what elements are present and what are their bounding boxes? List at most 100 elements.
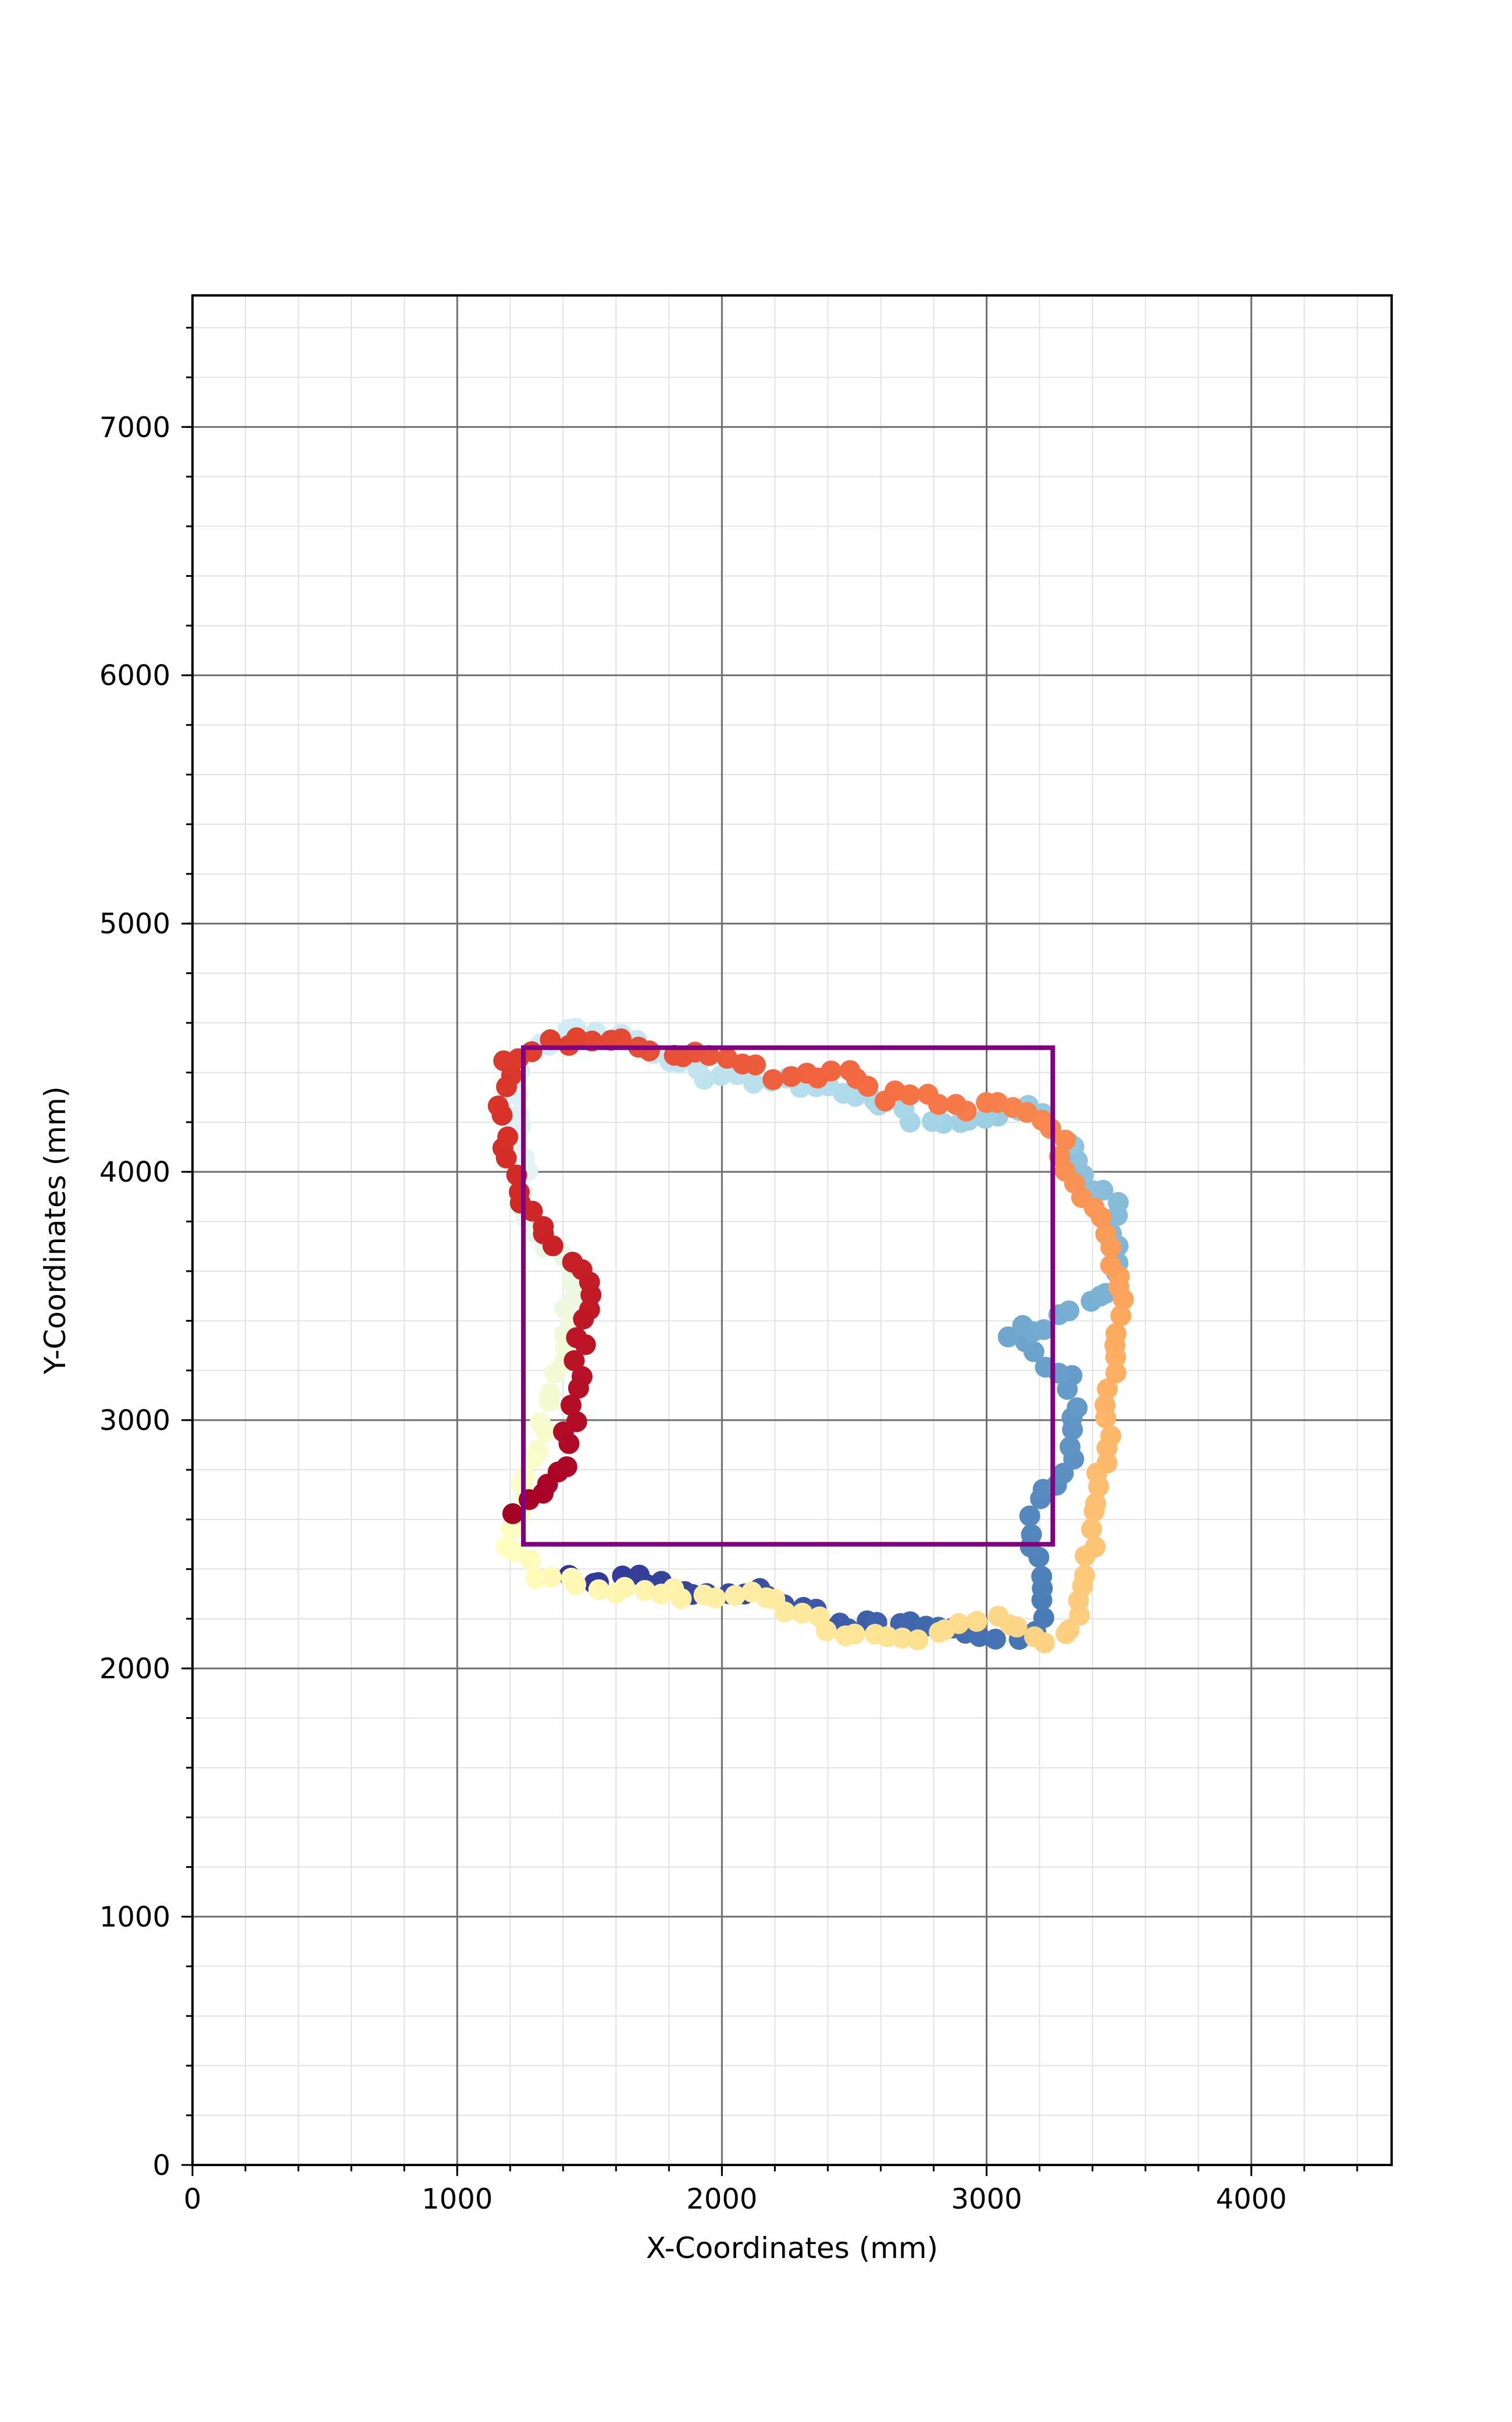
- data-point: [671, 1588, 692, 1609]
- y-tick-label: 2000: [99, 1653, 170, 1685]
- data-point: [976, 1091, 997, 1113]
- x-tick-label: 3000: [951, 2183, 1022, 2216]
- data-point: [614, 1576, 636, 1598]
- data-point: [1097, 1378, 1118, 1400]
- data-point: [948, 1613, 969, 1635]
- x-axis-title: X-Coordinates (mm): [646, 2231, 938, 2265]
- y-tick-label: 6000: [99, 659, 170, 692]
- data-point: [945, 1094, 967, 1115]
- data-point: [500, 1518, 522, 1540]
- data-point: [1105, 1362, 1126, 1383]
- data-point: [1105, 1323, 1126, 1344]
- data-point: [560, 1394, 582, 1416]
- y-tick-label: 0: [152, 2149, 170, 2182]
- data-point: [554, 1298, 576, 1319]
- y-tick-label: 4000: [99, 1156, 170, 1189]
- data-point: [1085, 1536, 1106, 1558]
- data-point: [544, 1362, 566, 1383]
- data-point: [705, 1587, 726, 1608]
- data-point: [1095, 1224, 1117, 1245]
- x-tick-label: 1000: [422, 2183, 493, 2216]
- data-point: [491, 1104, 513, 1126]
- data-point: [975, 1108, 996, 1129]
- x-axis: 0 1000 2000 3000 4000: [184, 2165, 1358, 2216]
- y-tick-label: 5000: [99, 908, 170, 940]
- data-point: [743, 1072, 764, 1094]
- data-point: [1074, 1565, 1096, 1586]
- data-point: [1033, 1319, 1054, 1340]
- reference-rectangle: [520, 1045, 1055, 1547]
- data-point: [539, 1391, 560, 1412]
- data-point: [535, 1421, 557, 1442]
- data-point: [525, 1568, 547, 1589]
- y-axis-title: Y-Coordinates (mm): [38, 1086, 72, 1375]
- data-point: [565, 1574, 586, 1595]
- data-point: [1034, 1632, 1055, 1654]
- data-point: [1058, 1300, 1080, 1322]
- data-point: [564, 1350, 585, 1371]
- data-point: [997, 1326, 1019, 1348]
- data-point: [1058, 1619, 1080, 1640]
- data-point: [1107, 1192, 1129, 1213]
- data-point: [575, 1334, 596, 1356]
- data-point: [899, 1611, 921, 1632]
- data-point: [1100, 1255, 1121, 1276]
- data-point: [664, 1044, 685, 1066]
- data-point: [725, 1585, 746, 1606]
- data-point: [1033, 1607, 1054, 1628]
- data-point: [558, 1433, 580, 1454]
- y-axis: 0 1000 2000 3000 4000 5000 6000 7000: [99, 327, 192, 2182]
- data-point: [839, 1060, 861, 1082]
- data-point: [716, 1047, 738, 1069]
- data-point: [1060, 1436, 1081, 1458]
- x-tick-label: 4000: [1216, 2183, 1287, 2216]
- data-point: [780, 1066, 802, 1087]
- data-point: [495, 1147, 517, 1169]
- data-point: [917, 1083, 939, 1105]
- data-point: [1019, 1505, 1040, 1526]
- data-point: [634, 1580, 655, 1601]
- data-point: [573, 1308, 594, 1330]
- data-point: [1055, 1129, 1076, 1151]
- data-point: [844, 1623, 865, 1645]
- data-point: [1031, 1565, 1053, 1587]
- data-point: [922, 1111, 943, 1132]
- y-tick-label: 3000: [99, 1404, 170, 1437]
- data-point: [502, 1503, 523, 1525]
- data-point: [815, 1620, 837, 1642]
- data-point: [1094, 1394, 1116, 1416]
- reference-rectangle-group: [520, 1045, 1055, 1547]
- data-point: [1067, 1397, 1088, 1418]
- data-point: [1110, 1305, 1132, 1326]
- data-point: [495, 1076, 517, 1097]
- data-point: [711, 1065, 732, 1086]
- data-point: [523, 1447, 544, 1469]
- data-point: [542, 1235, 564, 1257]
- data-point: [540, 1567, 562, 1588]
- x-tick-label: 0: [184, 2183, 202, 2216]
- data-point: [588, 1579, 609, 1600]
- data-point: [762, 1069, 784, 1090]
- data-point: [1100, 1425, 1122, 1447]
- data-point: [522, 1200, 543, 1222]
- data-point: [1021, 1524, 1042, 1545]
- data-point: [891, 1627, 913, 1649]
- data-point: [504, 1541, 526, 1563]
- data-point: [1080, 1518, 1102, 1540]
- data-point: [774, 1601, 796, 1622]
- data-point: [1006, 1616, 1028, 1638]
- data-point: [1085, 1493, 1107, 1514]
- data-point: [568, 1378, 589, 1399]
- data-point: [985, 1628, 1006, 1650]
- data-point: [1096, 1452, 1118, 1474]
- data-point: [966, 1611, 987, 1632]
- data-point: [687, 1058, 708, 1080]
- data-point: [558, 1035, 580, 1056]
- x-tick-label: 2000: [686, 2183, 757, 2216]
- data-point: [875, 1090, 896, 1112]
- y-tick-label: 7000: [99, 411, 170, 444]
- data-point: [907, 1629, 929, 1651]
